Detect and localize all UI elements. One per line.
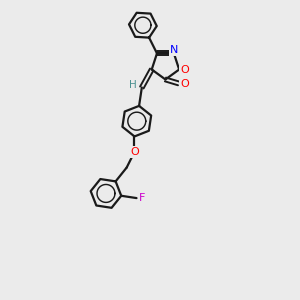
Text: O: O <box>130 147 139 157</box>
Text: N: N <box>170 45 178 55</box>
Text: F: F <box>139 193 145 203</box>
Text: O: O <box>180 80 189 89</box>
Text: H: H <box>129 80 136 90</box>
Text: O: O <box>180 64 189 74</box>
